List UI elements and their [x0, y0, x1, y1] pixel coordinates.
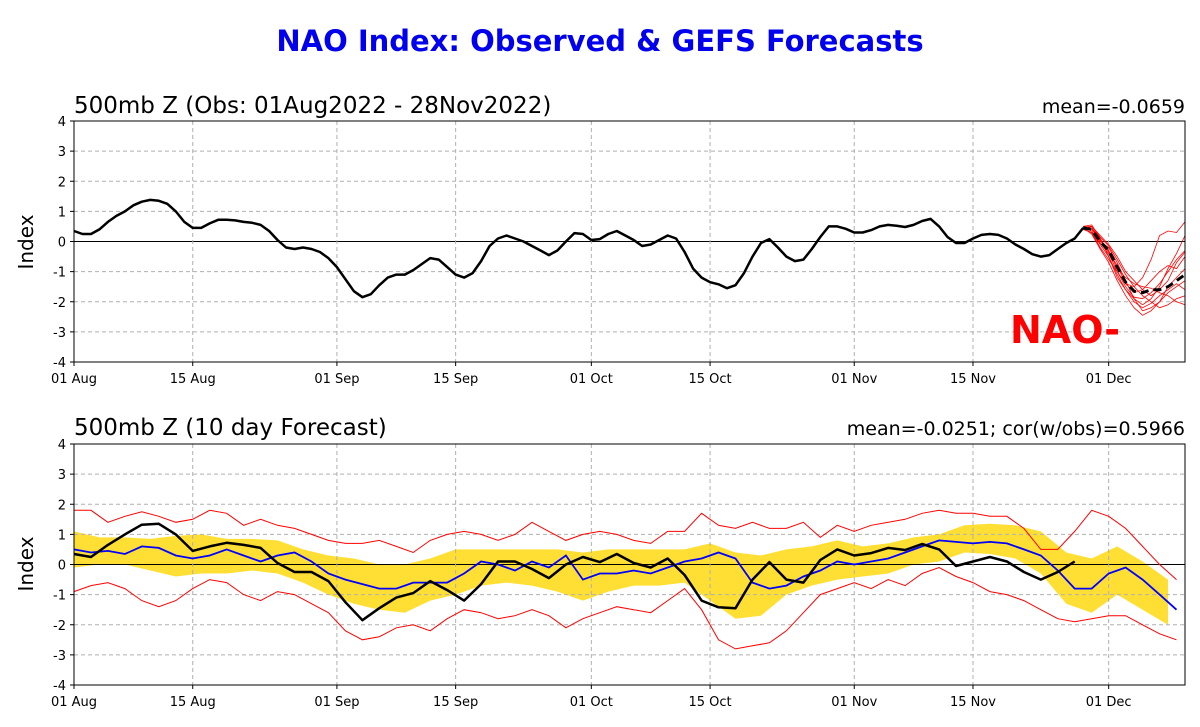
y-tick-label: 2 [58, 175, 66, 190]
y-tick-label: -4 [53, 679, 66, 694]
nao-negative-label: NAO- [1010, 308, 1120, 352]
x-tick-label: 01 Dec [1086, 372, 1132, 387]
x-tick-label: 15 Aug [170, 695, 216, 710]
x-tick-label: 01 Aug [51, 372, 97, 387]
forecast-lower-bound-line [73, 566, 1177, 650]
x-tick-label: 01 Dec [1086, 695, 1132, 710]
x-tick-label: 15 Nov [950, 372, 996, 387]
figure-title: NAO Index: Observed & GEFS Forecasts [276, 24, 923, 58]
forecast-mean-dashed-line [1082, 226, 1186, 295]
x-tick-label: 01 Aug [51, 695, 97, 710]
ensemble-member-line [1083, 225, 1186, 297]
x-tick-label: 15 Nov [950, 695, 996, 710]
y-tick-label: 4 [58, 115, 66, 130]
y-tick-label: 1 [58, 205, 66, 220]
x-tick-label: 15 Aug [170, 372, 216, 387]
ensemble-member-line [1083, 226, 1186, 300]
ensemble-member-line [1083, 226, 1186, 306]
forecast-mean-line [73, 539, 1178, 611]
observed-panel-mean: mean=-0.0659 [1042, 96, 1185, 118]
observed-panel-ylabel: Index [14, 214, 38, 269]
x-tick-label: 01 Oct [570, 695, 613, 710]
forecast-panel-title: 500mb Z (10 day Forecast) [74, 415, 387, 441]
y-tick-label: -1 [53, 266, 66, 281]
y-tick-label: -3 [53, 649, 66, 664]
forecast-panel-ylabel: Index [14, 536, 38, 591]
x-tick-label: 01 Nov [831, 372, 877, 387]
y-tick-label: -2 [53, 619, 66, 634]
x-tick-label: 01 Sep [314, 695, 359, 710]
x-tick-label: 15 Oct [688, 372, 731, 387]
y-tick-label: 4 [58, 438, 66, 453]
x-tick-label: 01 Nov [831, 695, 877, 710]
y-tick-label: 2 [58, 498, 66, 513]
y-tick-label: -1 [53, 589, 66, 604]
forecast-panel: 500mb Z (10 day Forecast) mean=-0.0251; … [14, 415, 1186, 710]
observed-nao-line [73, 198, 1085, 299]
y-tick-label: 0 [58, 236, 66, 251]
x-tick-label: 15 Sep [433, 695, 478, 710]
ensemble-member-line [1083, 227, 1186, 312]
y-tick-label: 0 [58, 559, 66, 574]
ensemble-spread-band [74, 523, 1168, 625]
x-tick-label: 01 Oct [570, 372, 613, 387]
observed-panel-frame [73, 120, 1186, 363]
forecast-panel-stats: mean=-0.0251; cor(w/obs)=0.5966 [847, 418, 1185, 440]
ensemble-member-line [1083, 229, 1186, 309]
observed-panel-title: 500mb Z (Obs: 01Aug2022 - 28Nov2022) [74, 93, 551, 119]
ensemble-member-line [1083, 225, 1186, 309]
y-tick-label: -2 [53, 296, 66, 311]
x-tick-label: 01 Sep [314, 372, 359, 387]
x-tick-label: 15 Oct [688, 695, 731, 710]
observed-nao-line [73, 522, 1076, 622]
y-tick-label: 3 [58, 468, 66, 483]
forecast-panel-frame [73, 443, 1186, 686]
y-tick-label: 3 [58, 145, 66, 160]
y-tick-label: 1 [58, 528, 66, 543]
x-tick-label: 15 Sep [433, 372, 478, 387]
observed-panel: 500mb Z (Obs: 01Aug2022 - 28Nov2022) mea… [14, 93, 1186, 387]
y-tick-label: -3 [53, 326, 66, 341]
y-tick-label: -4 [53, 356, 66, 371]
forecast-upper-bound-line [74, 509, 1177, 580]
